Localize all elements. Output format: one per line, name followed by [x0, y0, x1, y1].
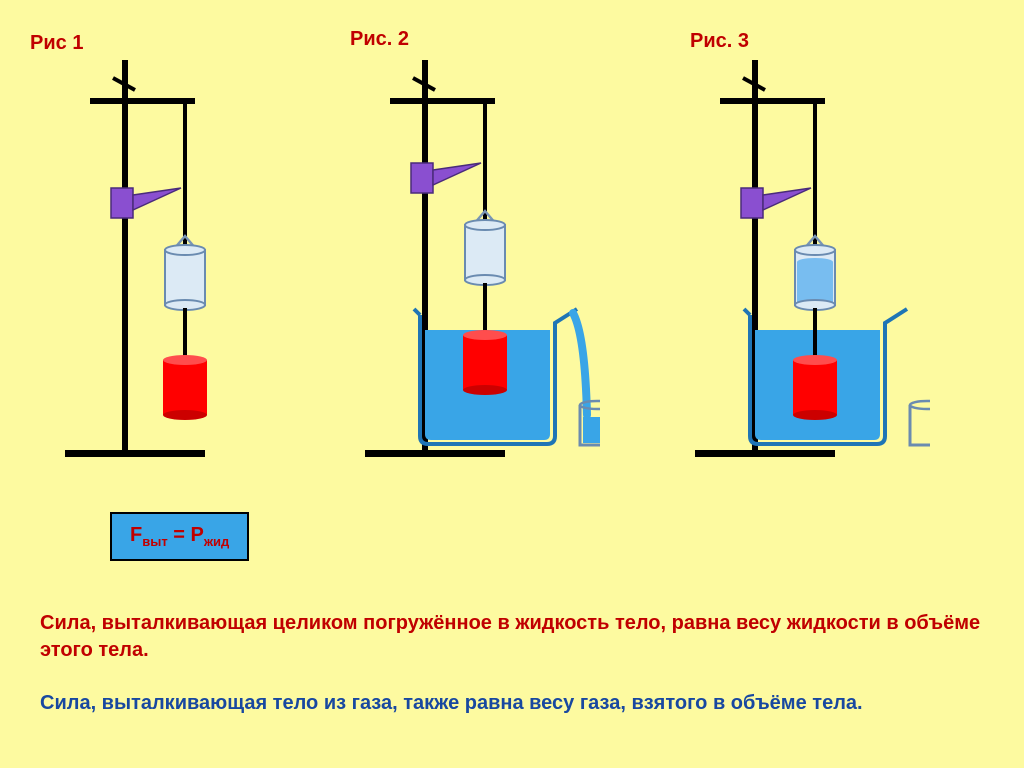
formula-rhs: Р — [190, 524, 203, 546]
formula-lhs-sub: выт — [142, 534, 167, 549]
fig2-label: Рис. 2 — [350, 28, 409, 51]
formula-rhs-sub: жид — [204, 534, 229, 549]
statement-gas: Сила, выталкивающая тело из газа, также … — [40, 690, 984, 717]
statement-liquid: Сила, выталкивающая целиком погружённое … — [40, 610, 984, 664]
formula-box: Fвыт = Ржид — [110, 512, 249, 561]
formula-eq: = — [168, 524, 191, 546]
apparatus-fig2 — [320, 50, 600, 470]
apparatus-fig1 — [20, 50, 300, 470]
apparatus-fig3 — [650, 50, 930, 470]
formula-lhs: F — [130, 524, 142, 546]
